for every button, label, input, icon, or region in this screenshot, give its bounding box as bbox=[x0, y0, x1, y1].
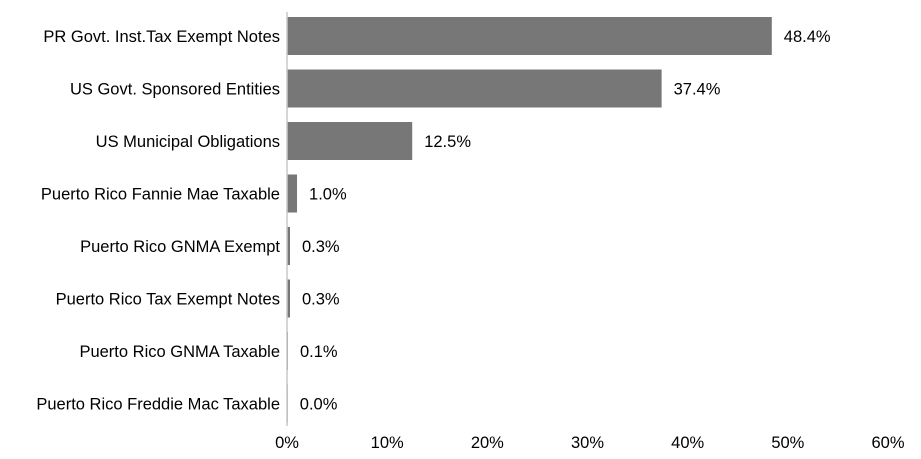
bar-6 bbox=[287, 279, 291, 318]
x-tick-label: 60% bbox=[871, 434, 904, 452]
value-label: 0.3% bbox=[302, 291, 340, 309]
category-label: Puerto Rico Tax Exempt Notes bbox=[56, 291, 280, 309]
value-label: 0.3% bbox=[302, 238, 340, 256]
bars-layer bbox=[287, 17, 772, 423]
x-tick-label: 0% bbox=[275, 434, 299, 452]
category-label: US Municipal Obligations bbox=[96, 133, 280, 151]
bar-2 bbox=[287, 69, 662, 108]
bar-5 bbox=[287, 227, 291, 265]
labels-layer: PR Govt. Inst.Tax Exempt Notes 48.4% US Go… bbox=[36, 28, 904, 452]
value-label: 48.4% bbox=[784, 28, 831, 46]
x-tick-label: 30% bbox=[571, 434, 604, 452]
category-label: Puerto Rico GNMA Taxable bbox=[79, 343, 280, 361]
x-tick-label: 10% bbox=[371, 434, 404, 452]
value-label: 0.0% bbox=[300, 396, 338, 414]
category-label: Puerto Rico GNMA Exempt bbox=[80, 238, 280, 256]
value-label: 12.5% bbox=[424, 133, 471, 151]
value-label: 0.1% bbox=[300, 343, 338, 361]
x-tick-label: 40% bbox=[671, 434, 704, 452]
value-label: 37.4% bbox=[674, 81, 721, 99]
x-tick-label: 50% bbox=[771, 434, 804, 452]
category-label: PR Govt. Inst.Tax Exempt Notes bbox=[43, 28, 280, 46]
bar-4 bbox=[287, 174, 298, 213]
category-label: US Govt. Sponsored Entities bbox=[70, 81, 280, 99]
x-tick-label: 20% bbox=[471, 434, 504, 452]
category-label: Puerto Rico Freddie Mac Taxable bbox=[36, 396, 280, 414]
category-label: Puerto Rico Fannie Mae Taxable bbox=[41, 186, 280, 204]
bar-3 bbox=[287, 122, 413, 160]
value-label: 1.0% bbox=[309, 186, 347, 204]
bar-1 bbox=[287, 17, 772, 55]
